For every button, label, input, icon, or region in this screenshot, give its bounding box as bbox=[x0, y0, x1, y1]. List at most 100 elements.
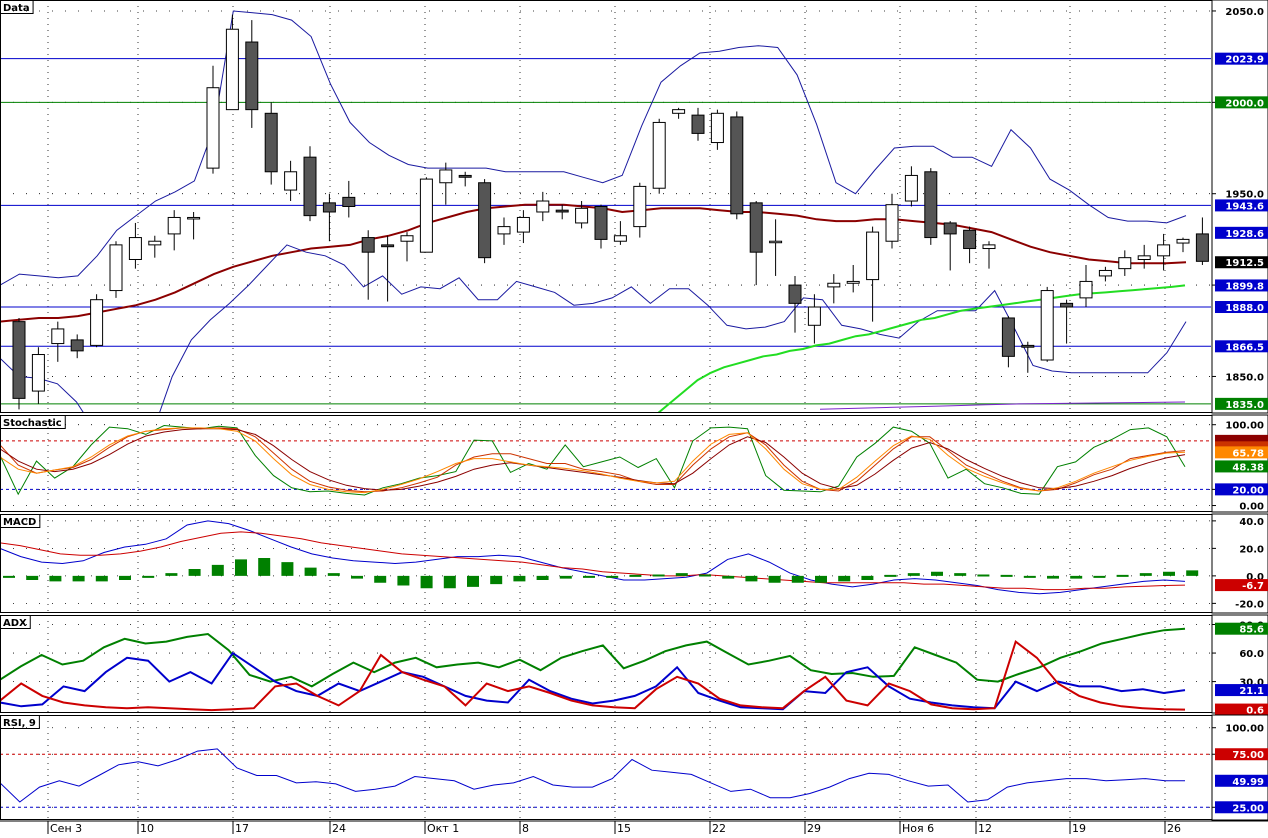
candle-body bbox=[1021, 344, 1035, 348]
histogram-bar bbox=[931, 571, 943, 576]
value-badge bbox=[1215, 684, 1268, 697]
y-tick-label: 20.0 bbox=[1239, 544, 1264, 555]
time-label: Сен 3 bbox=[50, 822, 82, 834]
candle-body bbox=[361, 237, 375, 253]
histogram-bar bbox=[699, 574, 711, 577]
time-label: 15 bbox=[617, 822, 631, 834]
value-badge bbox=[1215, 483, 1268, 496]
candle-body bbox=[322, 202, 336, 213]
histogram-bar bbox=[1070, 575, 1083, 579]
value-badge bbox=[1215, 301, 1268, 314]
time-label: 12 bbox=[978, 822, 992, 834]
histogram-bar bbox=[629, 574, 642, 577]
value-badge-label: 48.38 bbox=[1232, 462, 1264, 473]
histogram-bar bbox=[1047, 575, 1059, 579]
time-label: 24 bbox=[332, 822, 346, 834]
candle-body bbox=[1060, 302, 1074, 308]
time-label: 8 bbox=[522, 822, 529, 834]
histogram-bar bbox=[188, 569, 201, 576]
series-line bbox=[657, 284, 1186, 412]
candle-body bbox=[439, 169, 453, 184]
value-badge bbox=[1215, 579, 1268, 592]
histogram-bar bbox=[95, 575, 108, 582]
panel-title: Data bbox=[3, 3, 30, 14]
candle-body bbox=[187, 216, 201, 220]
candle-body bbox=[672, 109, 686, 114]
candle-body bbox=[691, 114, 705, 134]
candle-body bbox=[633, 185, 647, 228]
candle-body bbox=[51, 328, 65, 345]
y-tick-label: 2050.0 bbox=[1225, 7, 1264, 18]
candle-body bbox=[594, 206, 608, 240]
candle-body bbox=[303, 156, 317, 217]
value-badge-label: 1928.6 bbox=[1225, 229, 1264, 240]
panel-title: RSI, 9 bbox=[3, 718, 36, 729]
value-badge-label: 1899.8 bbox=[1225, 281, 1264, 292]
value-badge bbox=[1215, 460, 1268, 473]
candle-body bbox=[749, 202, 763, 253]
value-badge-label: 20.00 bbox=[1232, 485, 1264, 496]
y-tick-label: 60.0 bbox=[1239, 649, 1264, 660]
candle-body bbox=[284, 171, 298, 191]
panel-title-box bbox=[0, 0, 34, 14]
histogram-bar bbox=[675, 573, 688, 576]
candle-body bbox=[458, 174, 472, 178]
histogram-bar bbox=[327, 573, 340, 576]
candle-body bbox=[497, 226, 511, 235]
histogram-bar bbox=[119, 575, 131, 580]
panel-0: 1850.01900.01950.02000.02050.02023.92000… bbox=[0, 0, 1268, 414]
candle-body bbox=[1137, 255, 1151, 260]
panel-title-box bbox=[0, 514, 41, 528]
candle-body bbox=[924, 171, 938, 239]
candle-body bbox=[846, 280, 860, 284]
candle-body bbox=[225, 28, 239, 111]
candle-body bbox=[478, 182, 492, 259]
histogram-bar bbox=[211, 564, 224, 576]
value-badge-label: 49.99 bbox=[1232, 777, 1264, 788]
time-label: 29 bbox=[807, 822, 821, 834]
time-axis: Сен 3 10 17 24 Окт 1 8 15 22 29 Ноя 6 12 19 26 bbox=[0, 820, 1268, 835]
series-line bbox=[1, 427, 1186, 494]
candle-body bbox=[342, 196, 356, 208]
value-badge-label: 1866.5 bbox=[1225, 342, 1264, 353]
value-badge bbox=[1215, 446, 1268, 459]
panel-axis-area bbox=[1211, 513, 1268, 614]
y-tick-label: 100.00 bbox=[1225, 421, 1264, 432]
histogram-bar bbox=[606, 575, 619, 578]
histogram-bar bbox=[652, 574, 665, 577]
time-label: 10 bbox=[140, 822, 154, 834]
histogram-bar bbox=[142, 575, 155, 578]
value-badge bbox=[1215, 52, 1268, 65]
candle-body bbox=[264, 112, 278, 173]
candle-body bbox=[1001, 317, 1015, 357]
series-line bbox=[1, 10, 1187, 286]
value-badge bbox=[1215, 748, 1268, 761]
value-badge-label: 2023.9 bbox=[1225, 55, 1264, 66]
panel-title-box bbox=[0, 715, 40, 729]
candle-body bbox=[1157, 244, 1171, 257]
histogram-bar bbox=[1093, 575, 1106, 578]
series-line bbox=[1, 748, 1185, 803]
histogram-bar bbox=[235, 559, 247, 576]
histogram-bar bbox=[1163, 571, 1175, 576]
histogram-bar bbox=[258, 558, 271, 576]
histogram-bar bbox=[815, 575, 827, 583]
y-tick-label: 1850.0 bbox=[1225, 372, 1264, 383]
histogram-bar bbox=[1139, 573, 1152, 576]
series-line bbox=[1, 203, 1187, 323]
candle-body bbox=[109, 244, 123, 292]
candle-body bbox=[710, 112, 724, 144]
series-line bbox=[1, 428, 1186, 491]
histogram-bar bbox=[72, 575, 85, 582]
histogram-bar bbox=[513, 575, 526, 582]
histogram-bar bbox=[351, 575, 363, 579]
histogram-bar bbox=[420, 575, 433, 589]
candle-body bbox=[1118, 257, 1132, 270]
histogram-bar bbox=[907, 573, 920, 576]
panel-title-box bbox=[0, 415, 66, 429]
candle-body bbox=[788, 284, 802, 304]
histogram-bar bbox=[165, 573, 178, 576]
time-label: Ноя 6 bbox=[902, 822, 934, 834]
